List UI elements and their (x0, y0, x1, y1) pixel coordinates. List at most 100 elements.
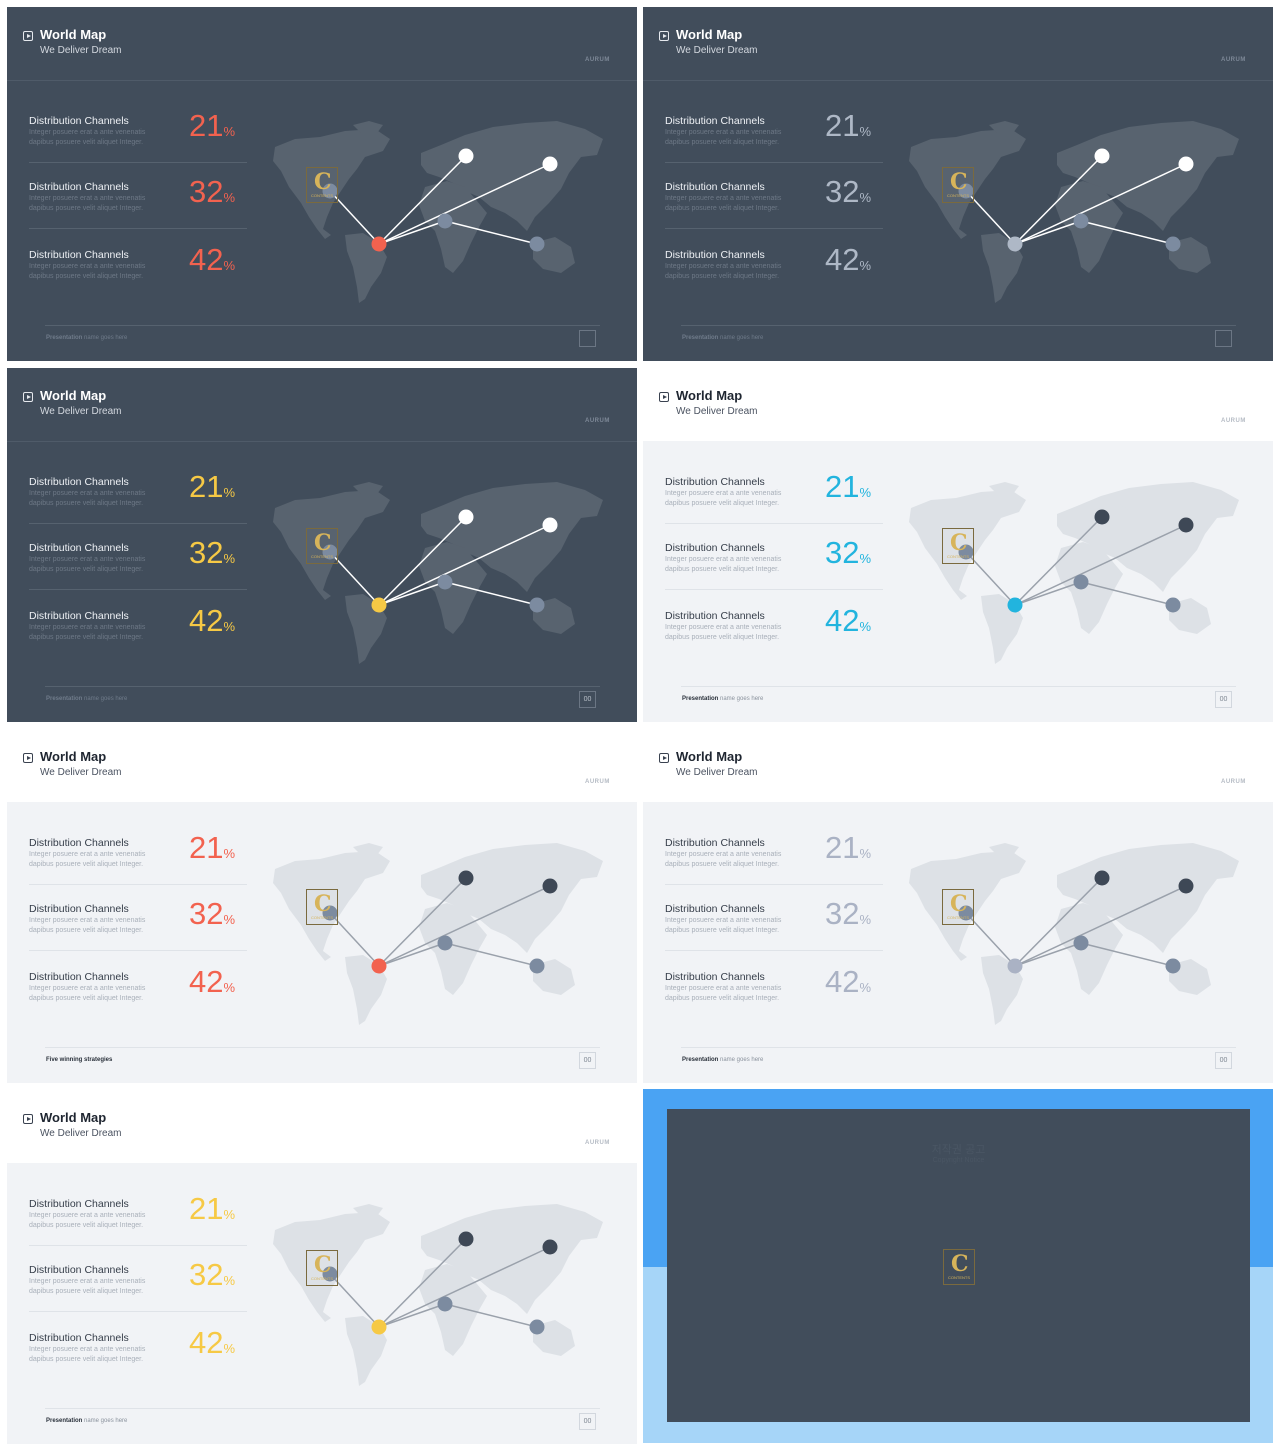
world-map-slide: World Map We Deliver Dream AURUM Distributi… (7, 1090, 637, 1444)
location-dot (1165, 236, 1181, 252)
connection-line (965, 912, 1016, 967)
logo-letter: C (950, 169, 968, 195)
contents-logo-icon: C CONTENTS (306, 167, 338, 203)
stat-unit: % (859, 190, 872, 205)
continent-shape (419, 181, 487, 273)
world-map-slide: World Map We Deliver Dream AURUM Distributi… (7, 368, 637, 722)
stat-percentage: 42% (189, 1325, 235, 1361)
location-dot (1073, 574, 1089, 590)
stat-value: 32 (189, 535, 224, 570)
location-dot (1178, 517, 1194, 533)
stat-value: 21 (189, 108, 224, 143)
stat-percentage: 21% (189, 830, 235, 866)
continent-shape (989, 482, 1019, 494)
stat-row: Distribution Channels Integer posuere era… (29, 964, 247, 1027)
stat-unit: % (223, 551, 236, 566)
header-divider (7, 80, 637, 81)
continent-shape (475, 1226, 493, 1244)
stat-value: 21 (189, 1191, 224, 1226)
continent-shape (989, 121, 1019, 133)
slide-title: World Map (40, 749, 107, 764)
stat-value: 32 (189, 1257, 224, 1292)
stat-unit: % (859, 551, 872, 566)
stat-value: 32 (189, 174, 224, 209)
connection-line (378, 877, 467, 967)
logo-letter: C (950, 891, 968, 917)
location-dot (529, 958, 545, 974)
row-divider (29, 950, 247, 951)
stat-row: Distribution Channels Integer posuere era… (665, 896, 883, 959)
location-dot (437, 213, 453, 229)
location-dot (1094, 509, 1110, 525)
connection-line (378, 581, 446, 606)
stat-label: Distribution Channels (29, 1264, 129, 1276)
logo-letter: C (314, 530, 332, 556)
location-dot (1178, 878, 1194, 894)
location-dot (458, 148, 474, 164)
row-divider (29, 162, 247, 163)
world-map (909, 482, 1239, 664)
stat-description: Integer posuere erat a ante venenatis dap… (665, 916, 805, 935)
world-map-slide: World Map We Deliver Dream AURUM Distributi… (7, 7, 637, 361)
stat-description-line: dapibus posuere velit aliquet Integer. (665, 926, 780, 934)
header-divider (7, 441, 637, 442)
contents-logo-icon: C CONTENTS (942, 167, 974, 203)
stat-label: Distribution Channels (29, 476, 129, 488)
stat-unit: % (859, 258, 872, 273)
stat-row: Distribution Channels Integer posuere era… (29, 1191, 247, 1254)
stat-unit: % (223, 980, 236, 995)
row-divider (665, 884, 883, 885)
stat-row: Distribution Channels Integer posuere era… (665, 830, 883, 893)
stat-row: Distribution Channels Integer posuere era… (665, 108, 883, 171)
continent-shape (475, 143, 493, 161)
footer-rest: name goes here (82, 1418, 128, 1424)
world-map (273, 843, 603, 1025)
highlight-location-dot (371, 1319, 387, 1335)
stat-label: Distribution Channels (665, 115, 765, 127)
stat-unit: % (223, 1273, 236, 1288)
stat-label: Distribution Channels (29, 1198, 129, 1210)
connection-line (444, 942, 538, 967)
location-dot (1165, 597, 1181, 613)
connection-line (965, 551, 1016, 606)
stat-value: 42 (189, 1325, 224, 1360)
world-map-slide: World Map We Deliver Dream AURUM Distributi… (643, 7, 1273, 361)
stat-description: Integer posuere erat a ante venenatis dap… (665, 850, 805, 869)
stat-description-line: dapibus posuere velit aliquet Integer. (29, 860, 144, 868)
stat-percentage: 21% (189, 108, 235, 144)
world-map-slide: World Map We Deliver Dream AURUM Distributi… (643, 729, 1273, 1083)
continent-shape (475, 865, 493, 883)
stat-description-line: Integer posuere erat a ante venenatis (665, 556, 782, 563)
stat-percentage: 42% (189, 603, 235, 639)
copyright-notice-slide: 저작권 공고 Copyright Notice C CONTENTS (643, 1089, 1273, 1443)
stat-description-line: Integer posuere erat a ante venenatis (29, 263, 146, 270)
play-icon (23, 31, 33, 41)
connection-line (1014, 155, 1103, 245)
slide-title: World Map (676, 749, 743, 764)
stat-label: Distribution Channels (29, 971, 129, 983)
stat-description-line: Integer posuere erat a ante venenatis (29, 985, 146, 992)
stat-row: Distribution Channels Integer posuere era… (29, 1325, 247, 1388)
footer-divider (45, 1408, 600, 1409)
stat-percentage: 32% (825, 174, 871, 210)
stat-value: 21 (825, 830, 860, 865)
connection-line (444, 581, 538, 606)
location-dot (458, 870, 474, 886)
stat-label: Distribution Channels (665, 476, 765, 488)
stat-percentage: 42% (189, 242, 235, 278)
location-dot (542, 156, 558, 172)
logo-letter: C (314, 169, 332, 195)
stat-percentage: 42% (825, 242, 871, 278)
connection-line (444, 1303, 538, 1328)
page-number-box: 00 (579, 1413, 596, 1430)
play-icon (23, 392, 33, 402)
stat-percentage: 32% (189, 896, 235, 932)
stat-description-line: Integer posuere erat a ante venenatis (29, 556, 146, 563)
stat-unit: % (859, 980, 872, 995)
connection-line (378, 885, 551, 967)
highlight-location-dot (1007, 597, 1023, 613)
connection-line (1014, 581, 1082, 606)
footer-text: Presentation name goes here (682, 1057, 763, 1063)
stat-percentage: 21% (189, 1191, 235, 1227)
stat-label: Distribution Channels (665, 249, 765, 261)
